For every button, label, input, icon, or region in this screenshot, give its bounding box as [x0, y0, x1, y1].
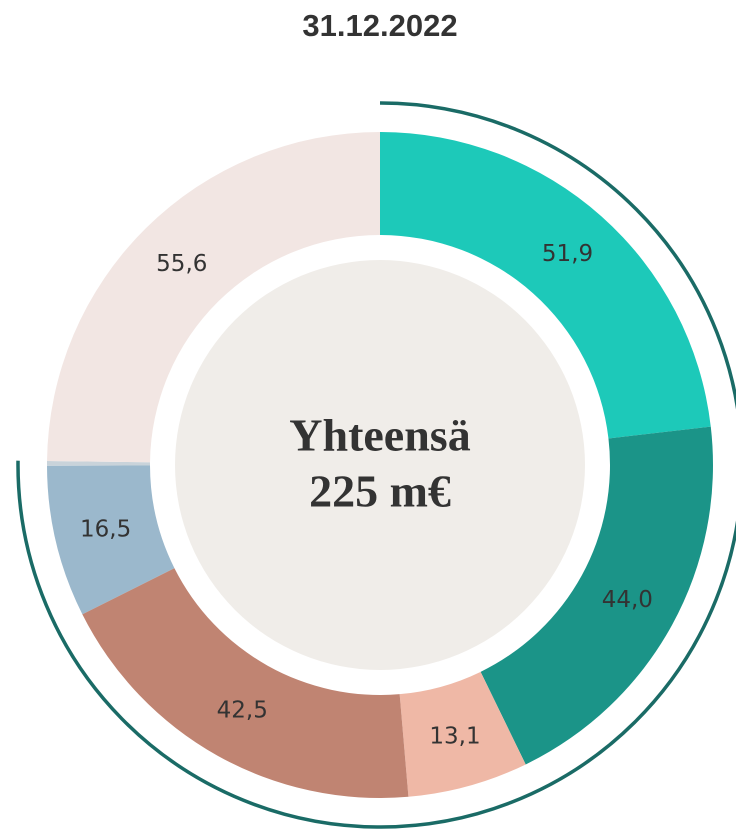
donut-slice [47, 465, 175, 615]
highlight-arc [16, 101, 736, 829]
donut-slice [82, 568, 409, 798]
center-label: Yhteensä [289, 410, 470, 461]
donut-slice [47, 461, 151, 466]
donut-slice [480, 426, 713, 765]
data-label: 13,1 [429, 723, 480, 749]
chart-title: 31.12.2022 [302, 8, 457, 43]
donut-slice [47, 132, 380, 463]
data-label: 55,6 [156, 251, 207, 277]
center-disc [175, 260, 585, 670]
data-label: 42,5 [217, 698, 268, 724]
donut-slice [399, 671, 526, 797]
data-label: 44,0 [602, 587, 653, 613]
data-label: 16,5 [80, 517, 131, 543]
data-label: 51,9 [542, 241, 593, 267]
center-total: 225 m€ [309, 466, 451, 517]
donut-slice [380, 132, 711, 439]
